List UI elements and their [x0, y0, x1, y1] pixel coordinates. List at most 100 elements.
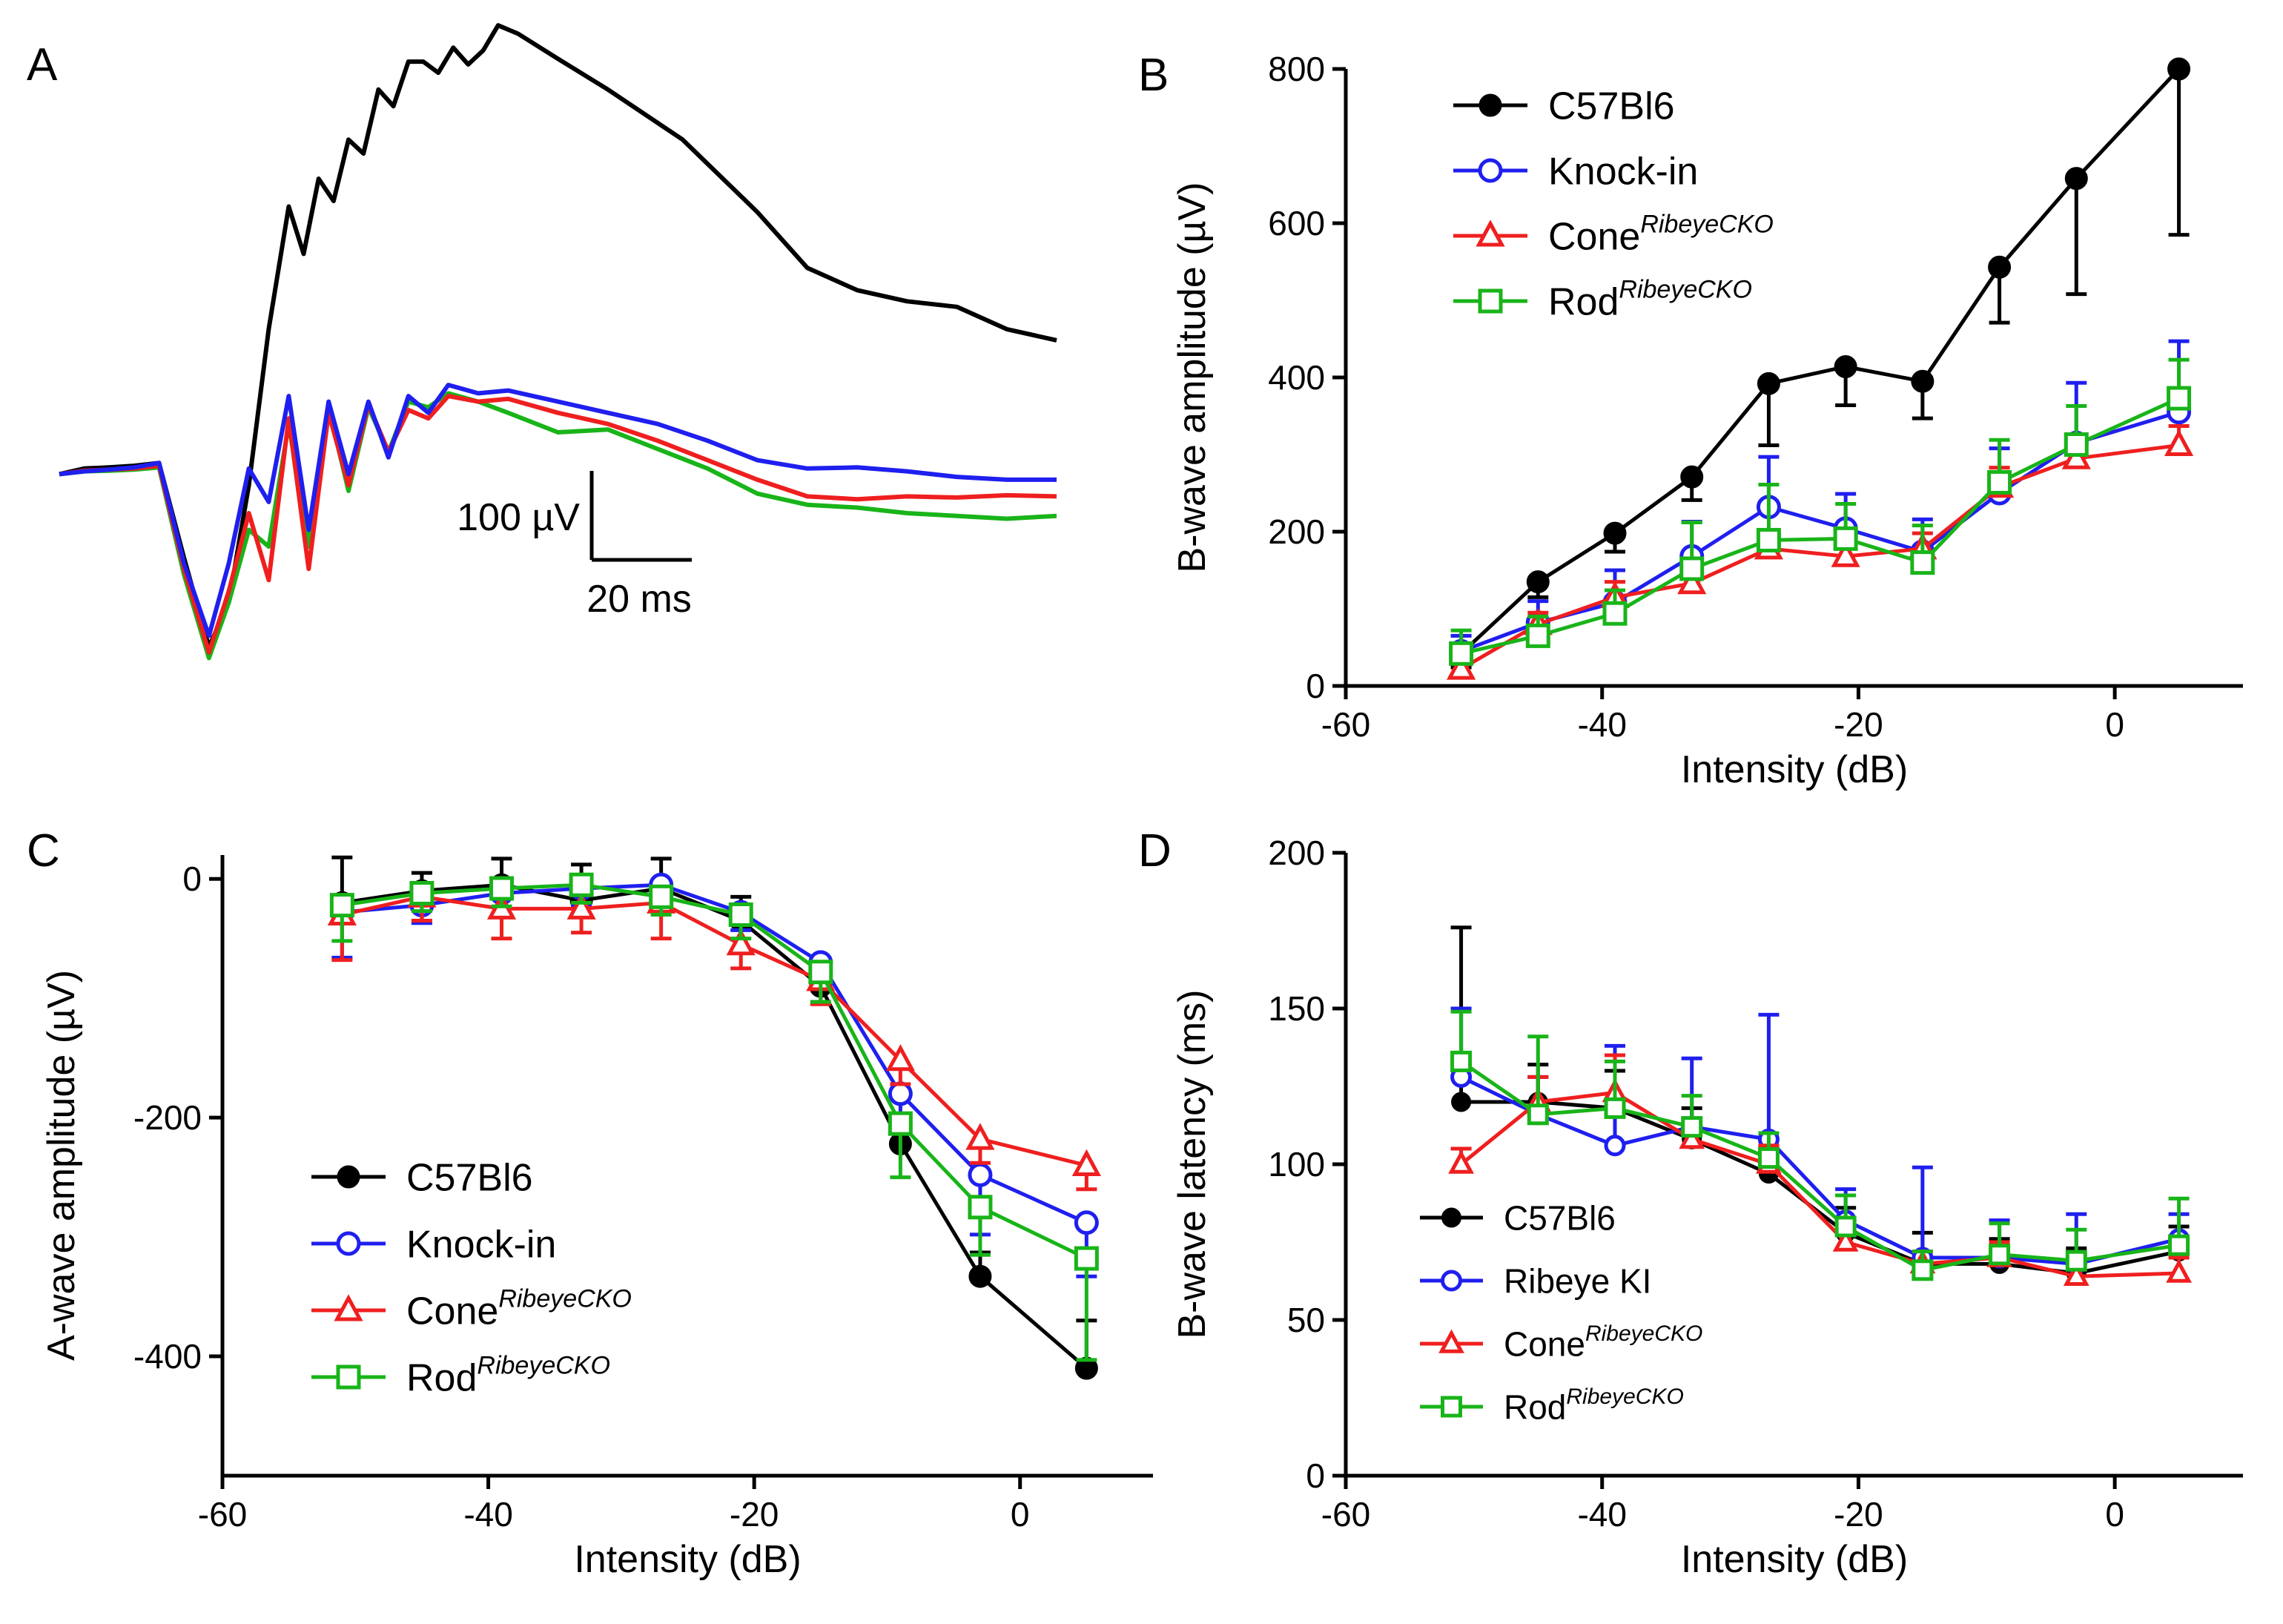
panel-c-legend-cone-marker	[334, 1294, 363, 1321]
panel-b-rod-ribeyecko-point	[2167, 386, 2192, 411]
panel-b-legend-knock-in-marker	[1478, 158, 1503, 183]
panel-c-rod-ribeyecko-point	[1074, 1246, 1099, 1271]
panel-c-y-tick-label: -400	[133, 1337, 202, 1376]
panel-b-cone-ribeyecko-point	[2164, 429, 2194, 456]
panel-d-legend-ribeye-ki-label: Ribeye KI	[1504, 1262, 1651, 1301]
panel-b-y-tick-label: 0	[1306, 667, 1325, 705]
panel-label-c: C	[27, 825, 60, 877]
panel-d-legend-rod-label: RodRibeyeCKO	[1504, 1384, 1684, 1427]
panel-d-legend: C57Bl6 Ribeye KI ConeRibeyeCKO RodRibeyeCKO	[1420, 1199, 1702, 1427]
panel-c-rod-ribeyecko-point	[888, 1111, 913, 1136]
panel-b-cone-ribeyecko-point	[1677, 567, 1707, 595]
panel-c-cone-ribeyecko-series	[327, 880, 1101, 1192]
panel-b-cone-ribeyecko-point	[1447, 653, 1476, 680]
panel-d-rod-ribeyecko-point	[1912, 1259, 1934, 1281]
panel-c-x-tick-label: 0	[1011, 1495, 1030, 1534]
panel-d-cone-ribeyecko-point	[2063, 1261, 2089, 1286]
panel-d-cone-ribeyecko-line	[1460, 1090, 2179, 1278]
panel-c-legend: C57Bl6 Knock-in ConeRibeyeCKO RodRibeyeCKO	[311, 1157, 632, 1400]
panel-b-rod-ribeyecko-line	[1461, 396, 2180, 656]
panel-c-rod-ribeyecko-point	[728, 902, 753, 927]
panel-d-x-tick-label: -20	[1834, 1495, 1883, 1534]
panel-d-cone-ribeyecko-point	[1832, 1227, 1859, 1252]
panel-d-y-axis-label: B-wave latency (ms)	[1171, 990, 1214, 1339]
panel-b-cone-ribeyecko-point	[1831, 540, 1860, 567]
panel-d-legend-c57bl6-marker	[1441, 1207, 1461, 1228]
panel-d-x-tick-label: -40	[1577, 1495, 1626, 1534]
panel-d-rod-ribeyecko-point	[1834, 1215, 1857, 1238]
panel-d-c57bl6-point	[1451, 1092, 1472, 1112]
panel-c-legend-c57bl6-marker	[337, 1165, 360, 1189]
panel-d-legend-c57bl6-label: C57Bl6	[1504, 1199, 1616, 1238]
panel-b-chart: -60 -40 -20 0 0 200 400 600 800 Intensity (dB) B-w…	[1171, 50, 2243, 791]
panel-label-b: B	[1138, 50, 1169, 101]
panel-d-y-tick-label: 50	[1287, 1301, 1325, 1339]
panel-b-x-tick-label: 0	[2105, 705, 2124, 744]
panel-b-cone-ribeyecko-line	[1460, 443, 2179, 671]
panel-label-a: A	[27, 39, 58, 90]
panel-c-legend-rod-label: RodRibeyeCKO	[406, 1351, 610, 1399]
panel-b-rod-ribeyecko-point	[1449, 641, 1474, 666]
panel-b-x-tick-label: -60	[1321, 705, 1370, 744]
panel-c-cone-ribeyecko-point	[885, 1044, 915, 1072]
panel-c-rod-ribeyecko-point	[968, 1195, 993, 1220]
panel-c-knock-in-point	[888, 1081, 913, 1106]
panel-c-legend-knock-in-marker	[336, 1231, 361, 1256]
panel-c-rod-ribeyecko-line	[342, 882, 1088, 1261]
panel-d-rod-ribeyecko-point	[2168, 1234, 2190, 1256]
panel-c-knock-in-point	[1074, 1210, 1099, 1235]
panel-d-legend-cone-label: ConeRibeyeCKO	[1504, 1321, 1702, 1364]
panel-c-c57bl6-point	[968, 1264, 992, 1288]
panel-c-rod-ribeyecko-point	[569, 872, 594, 897]
panel-b-rod-ribeyecko-series	[1449, 357, 2192, 666]
panel-d-ribeye-ki-line	[1460, 1075, 2180, 1266]
panel-label-d: D	[1138, 825, 1172, 877]
panel-d-rod-ribeyecko-point	[1450, 1050, 1473, 1072]
panel-c-rod-ribeyecko-point	[409, 881, 435, 906]
panel-d-y-tick-label: 150	[1268, 989, 1325, 1028]
panel-b-rod-ribeyecko-point	[1679, 556, 1705, 581]
panel-c-cone-ribeyecko-point	[726, 928, 756, 956]
panel-d-rod-ribeyecko-series	[1450, 1009, 2190, 1281]
panel-b-legend-c57bl6-marker	[1479, 93, 1502, 117]
panel-d-y-tick-label: 200	[1268, 834, 1325, 872]
panel-b-rod-ribeyecko-point	[1525, 623, 1550, 648]
panel-b-c57bl6-point	[1834, 354, 1857, 378]
panel-d-x-axis-label: Intensity (dB)	[1681, 1538, 1908, 1581]
scale-bar: 100 µV 20 ms	[457, 471, 692, 621]
panel-c-rod-ribeyecko-point	[489, 876, 514, 901]
panel-c-legend-knock-in-label: Knock-in	[406, 1224, 556, 1267]
panel-c-rod-ribeyecko-point	[329, 893, 354, 918]
panel-b-legend-rod-label: RodRibeyeCKO	[1548, 275, 1752, 323]
panel-b-legend-c57bl6-label: C57Bl6	[1548, 85, 1675, 128]
panel-d-cone-ribeyecko-point	[2166, 1258, 2192, 1283]
panel-b-legend-rod-marker	[1478, 288, 1503, 314]
panel-d-rod-ribeyecko-point	[1681, 1116, 1703, 1138]
panel-c-x-tick-label: -60	[198, 1495, 247, 1534]
panel-b-y-tick-label: 400	[1268, 358, 1325, 397]
panel-d-rod-ribeyecko-point	[1757, 1147, 1780, 1169]
panel-d-y-tick-label: 0	[1306, 1456, 1325, 1495]
panel-b-rod-ribeyecko-point	[1910, 550, 1935, 575]
panel-b-c57bl6-point	[1526, 570, 1550, 594]
panel-c-cone-ribeyecko-point	[1071, 1149, 1101, 1176]
panel-c-cone-ribeyecko-point	[965, 1123, 995, 1150]
panel-c-x-axis-label: Intensity (dB)	[574, 1538, 801, 1581]
panel-b-legend-knock-in-label: Knock-in	[1548, 151, 1698, 194]
panel-b-x-tick-label: -20	[1834, 705, 1883, 744]
panel-b-legend: C57Bl6 Knock-in ConeRibeyeCKO RodRibeyeCKO	[1453, 85, 1774, 324]
panel-b-c57bl6-point	[2064, 167, 2088, 191]
panel-c-axes	[220, 855, 1153, 1478]
scale-bar-amplitude-label: 100 µV	[457, 496, 580, 539]
panel-c-y-axis-label: A-wave amplitude (µV)	[40, 970, 83, 1361]
panel-b-c57bl6-line	[1459, 67, 2181, 656]
panel-b-rod-ribeyecko-point	[2064, 432, 2089, 457]
panel-b-knock-in-series	[1449, 339, 2192, 664]
panel-a-traces	[59, 23, 1057, 661]
scale-bar-time-label: 20 ms	[587, 578, 692, 621]
panel-d-chart: -60 -40 -20 0 0 50 100 150 200 Intensity (dB) B-wa…	[1171, 834, 2243, 1581]
panel-d-rod-ribeyecko-line	[1460, 1060, 2179, 1273]
panel-d-legend-rod-marker	[1441, 1396, 1462, 1418]
